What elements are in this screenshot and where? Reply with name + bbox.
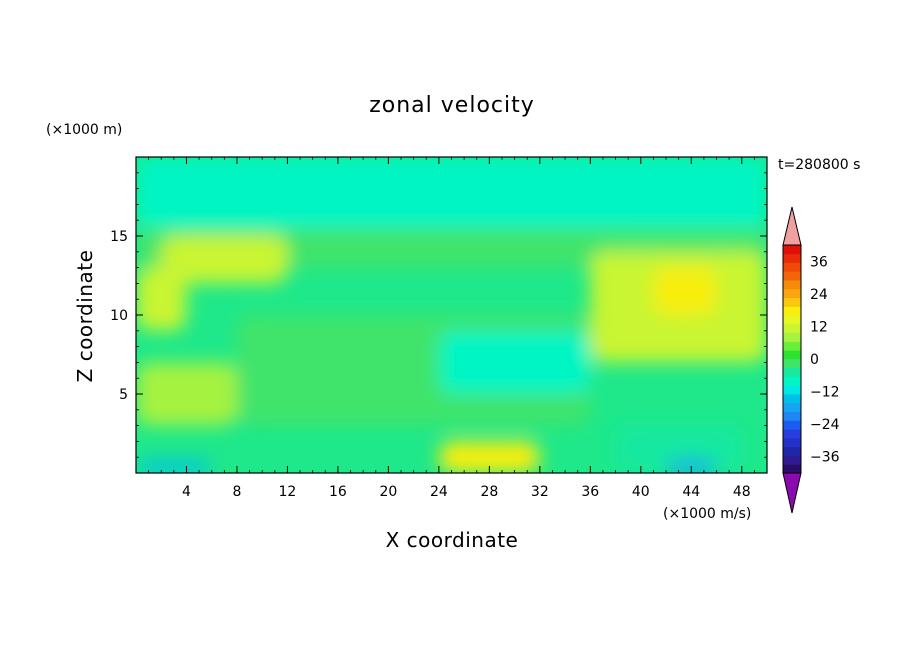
x-tick-label: 48 <box>733 484 751 500</box>
colorbar-segment <box>783 376 801 386</box>
plot-area <box>136 157 767 473</box>
colorbar-segment <box>783 315 801 325</box>
colorbar-segment <box>783 359 801 369</box>
field-zone <box>136 157 767 229</box>
colorbar-frame <box>782 244 802 474</box>
colorbar-tick-label: −24 <box>810 417 840 433</box>
colorbar-segment <box>783 411 801 421</box>
y-axis-label: Z coordinate <box>73 250 97 383</box>
time-label: t=280800 s <box>778 157 860 173</box>
colorbar-segment <box>783 437 801 448</box>
colorbar-segment <box>783 297 801 307</box>
colorbar-segment <box>783 402 801 413</box>
y-unit-label: (×1000 m) <box>46 122 122 138</box>
field-zone <box>438 330 591 394</box>
colorbar-tick-label: 36 <box>810 254 828 270</box>
x-tick-label: 8 <box>232 484 241 500</box>
y-axis: 5 10 15 <box>110 172 767 458</box>
x-tick-label: 20 <box>379 484 397 500</box>
colorbar-segment <box>783 271 801 281</box>
colorbar-segment <box>783 332 801 342</box>
colorbar-segment <box>783 429 801 439</box>
y-tick-label: 5 <box>119 387 128 403</box>
colorbar-tick-label: −36 <box>810 450 840 466</box>
x-tick-label: 12 <box>279 484 297 500</box>
colorbar-segment <box>783 323 801 334</box>
colorbar-segment <box>783 367 801 377</box>
colorbar-segment <box>783 245 801 255</box>
field-zone <box>653 267 717 315</box>
colorbar-segment <box>783 420 801 430</box>
colorbar-segment <box>783 262 801 272</box>
colorbar-tick-label: 24 <box>810 287 828 303</box>
colorbar-tick-label: −12 <box>810 385 840 401</box>
colorbar: 36 24 12 0 −12 −24 −36 <box>782 206 840 514</box>
field-zone <box>161 236 288 284</box>
colorbar-segment <box>783 394 801 404</box>
x-tick-label: 36 <box>581 484 599 500</box>
x-tick-label: 16 <box>329 484 347 500</box>
colorbar-segment <box>783 341 801 351</box>
y-tick-label: 10 <box>110 308 128 324</box>
field-zone <box>136 362 237 426</box>
x-tick-label: 32 <box>531 484 549 500</box>
velocity-field <box>136 157 767 473</box>
x-unit-label: (×1000 m/s) <box>663 506 751 522</box>
colorbar-segment <box>783 455 801 465</box>
x-tick-label: 4 <box>182 484 191 500</box>
colorbar-tick-label: 12 <box>810 319 828 335</box>
x-tick-label: 24 <box>430 484 448 500</box>
colorbar-segment <box>783 446 801 456</box>
x-tick-label: 28 <box>480 484 498 500</box>
field-zone <box>136 267 187 331</box>
colorbar-segment <box>783 253 801 263</box>
x-tick-label: 44 <box>682 484 700 500</box>
field-zone <box>438 441 540 473</box>
colorbar-segment <box>783 350 801 360</box>
x-tick-label: 40 <box>632 484 650 500</box>
chart-title: zonal velocity <box>369 93 535 118</box>
field-zone <box>136 460 212 473</box>
colorbar-over-arrow <box>782 206 802 246</box>
colorbar-segment <box>783 280 801 290</box>
colorbar-segment <box>783 288 801 299</box>
colorbar-segment <box>783 464 801 474</box>
x-axis-label: X coordinate <box>386 528 519 552</box>
y-tick-label: 15 <box>110 229 128 245</box>
colorbar-segment <box>783 306 801 316</box>
colorbar-segment <box>783 385 801 395</box>
x-axis: 4 8 12 16 20 24 28 32 36 40 44 48 <box>148 157 755 500</box>
colorbar-tick-label: 0 <box>810 352 819 368</box>
field-zone <box>615 425 742 473</box>
colorbar-under-arrow <box>782 472 802 514</box>
